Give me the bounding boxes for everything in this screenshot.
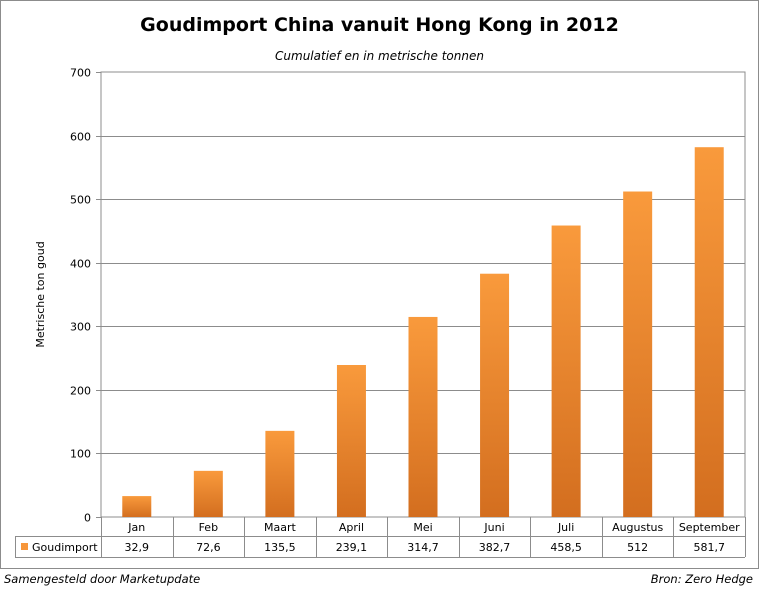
x-category-label: Jan xyxy=(127,521,145,534)
legend-swatch xyxy=(21,543,28,550)
bar xyxy=(623,191,653,517)
data-value-label: 458,5 xyxy=(550,541,582,554)
chart-title: Goudimport China vanuit Hong Kong in 201… xyxy=(140,14,619,36)
bar xyxy=(408,316,438,517)
y-tick-label: 400 xyxy=(70,258,91,271)
y-tick-label: 300 xyxy=(70,321,91,334)
x-category-label: Juli xyxy=(557,521,574,534)
footer-source: Bron: Zero Hedge xyxy=(650,572,753,586)
bar xyxy=(551,225,581,517)
y-tick-label: 600 xyxy=(70,131,91,144)
data-value-label: 32,9 xyxy=(125,541,150,554)
data-value-label: 581,7 xyxy=(693,541,725,554)
footer-credit: Samengesteld door Marketupdate xyxy=(4,572,201,586)
data-value-label: 512 xyxy=(627,541,648,554)
x-category-label: April xyxy=(339,521,364,534)
chart-area: 0 100 200 300 400 500 600 700 Metrische ton goud… xyxy=(15,67,746,558)
x-category-label: Augustus xyxy=(612,521,663,534)
x-category-label: September xyxy=(679,521,740,534)
bar xyxy=(122,496,152,517)
data-value-label: 72,6 xyxy=(196,541,221,554)
y-axis-title: Metrische ton goud xyxy=(34,241,47,347)
x-category-label: Mei xyxy=(413,521,432,534)
bar xyxy=(694,147,724,517)
data-value-label: 239,1 xyxy=(336,541,368,554)
y-tick-label: 700 xyxy=(70,67,91,80)
x-category-label: Feb xyxy=(199,521,218,534)
y-tick-label: 100 xyxy=(70,448,91,461)
legend-label: Goudimport xyxy=(32,541,98,554)
x-category-label: Juni xyxy=(483,521,504,534)
data-value-label: 314,7 xyxy=(407,541,439,554)
bar xyxy=(480,273,510,517)
bar xyxy=(265,430,295,517)
x-category-label: Maart xyxy=(264,521,296,534)
data-value-label: 135,5 xyxy=(264,541,296,554)
y-tick-label: 200 xyxy=(70,385,91,398)
bar xyxy=(193,470,223,517)
y-tick-label: 0 xyxy=(84,512,91,525)
chart-subtitle: Cumulatief en in metrische tonnen xyxy=(275,49,484,63)
y-tick-label: 500 xyxy=(70,194,91,207)
bar xyxy=(336,365,366,517)
data-value-label: 382,7 xyxy=(479,541,511,554)
